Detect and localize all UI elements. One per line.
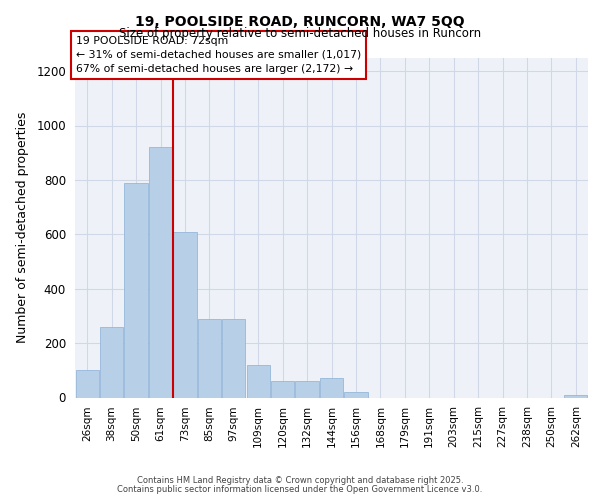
Text: Contains public sector information licensed under the Open Government Licence v3: Contains public sector information licen… (118, 484, 482, 494)
Bar (344, 392, 368, 398)
Bar (295, 381, 319, 398)
Bar (564, 395, 587, 398)
Bar (124, 182, 148, 398)
Bar (76, 370, 99, 398)
Bar (198, 318, 221, 398)
Bar (222, 318, 245, 398)
Bar (271, 381, 294, 398)
Bar (247, 365, 270, 398)
Text: Contains HM Land Registry data © Crown copyright and database right 2025.: Contains HM Land Registry data © Crown c… (137, 476, 463, 485)
Text: 19, POOLSIDE ROAD, RUNCORN, WA7 5QQ: 19, POOLSIDE ROAD, RUNCORN, WA7 5QQ (135, 15, 465, 29)
Bar (149, 148, 172, 398)
Bar (173, 232, 197, 398)
Text: 19 POOLSIDE ROAD: 72sqm
← 31% of semi-detached houses are smaller (1,017)
67% of: 19 POOLSIDE ROAD: 72sqm ← 31% of semi-de… (76, 36, 361, 74)
Y-axis label: Number of semi-detached properties: Number of semi-detached properties (16, 112, 29, 343)
Text: Size of property relative to semi-detached houses in Runcorn: Size of property relative to semi-detach… (119, 26, 481, 40)
Bar (320, 378, 343, 398)
Bar (100, 327, 123, 398)
